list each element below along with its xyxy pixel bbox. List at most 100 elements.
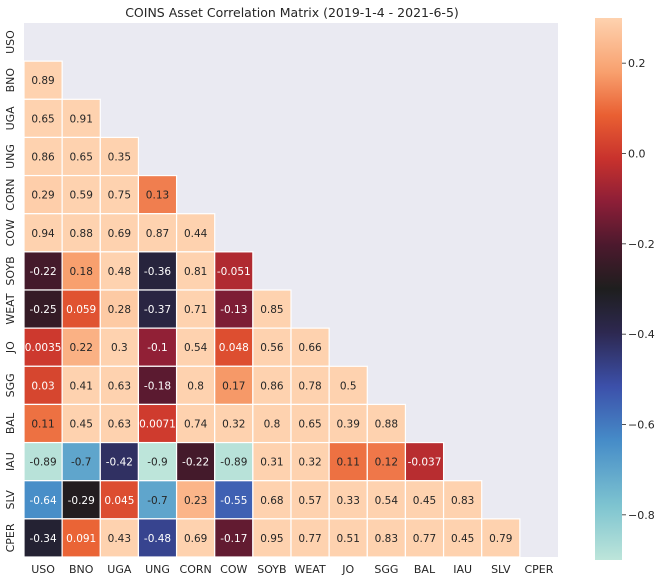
- cell-value-label: 0.048: [219, 342, 249, 354]
- cell-value-label: -0.25: [29, 304, 56, 316]
- heatmap-cell: [366, 480, 407, 520]
- cell-value-label: 0.11: [337, 457, 360, 469]
- cell-value-label: -0.89: [29, 457, 56, 469]
- cell-value-label: 0.44: [184, 228, 208, 240]
- heatmap-cell: [214, 403, 254, 444]
- heatmap-cell: [366, 441, 407, 482]
- heatmap-cell: [290, 327, 330, 367]
- heatmap-cell: [137, 441, 178, 482]
- heatmap-cell: [137, 403, 178, 444]
- cell-value-label: 0.65: [298, 419, 321, 431]
- heatmap-cell: [328, 441, 368, 482]
- y-tick-label: SOYB: [4, 256, 17, 285]
- y-tick-label: COW: [4, 219, 17, 246]
- cell-value-label: -0.34: [29, 533, 56, 545]
- y-tick-label: UNG: [4, 144, 17, 169]
- heatmap-cell: [290, 441, 330, 482]
- cell-value-label: 0.63: [108, 419, 131, 431]
- y-tick-label: USO: [4, 30, 17, 54]
- y-tick-label: BNO: [4, 68, 17, 93]
- cell-value-label: -0.29: [68, 495, 95, 507]
- cell-value-label: 0.8: [187, 380, 204, 392]
- x-tick-label: CORN: [180, 563, 212, 576]
- cell-value-label: 0.57: [298, 495, 321, 507]
- cell-value-label: 0.31: [260, 457, 283, 469]
- x-axis-ticks: USO BNO UGA UNG CORN COW SOYB WEAT JO SGG BAL IAU SL…: [31, 563, 554, 576]
- heatmap-cell: [137, 213, 178, 253]
- cell-value-label: -0.37: [144, 304, 171, 316]
- cell-value-label: 0.69: [108, 228, 131, 240]
- cell-value-label: 0.45: [70, 419, 93, 431]
- colorbar-tick-label: 0.2: [628, 57, 646, 70]
- heatmap-cell: [99, 174, 140, 215]
- heatmap-cell: [252, 365, 292, 406]
- cell-value-label: 0.091: [66, 533, 96, 545]
- cell-value-label: 0.85: [260, 304, 283, 316]
- heatmap-cell: [137, 289, 178, 329]
- heatmap-cell: [481, 518, 521, 558]
- cell-value-label: 0.69: [184, 533, 207, 545]
- cell-value-label: 0.77: [298, 533, 321, 545]
- heatmap-cell: [61, 518, 101, 558]
- x-tick-label: SGG: [374, 563, 398, 576]
- cell-value-label: 0.54: [375, 495, 399, 507]
- heatmap-cell: [61, 480, 101, 520]
- cell-value-label: 0.03: [31, 380, 54, 392]
- heatmap-cell: [175, 441, 216, 482]
- cell-value-label: -0.7: [147, 495, 168, 507]
- y-tick-label: BAL: [4, 412, 17, 434]
- heatmap-cell: [137, 251, 178, 291]
- x-tick-label: CPER: [524, 563, 553, 576]
- heatmap-cell: [23, 98, 63, 139]
- heatmap-cell: [442, 480, 483, 520]
- cell-value-label: 0.5: [340, 380, 357, 392]
- x-tick-label: USO: [31, 563, 55, 576]
- cell-value-label: -0.89: [220, 457, 247, 469]
- x-tick-label: IAU: [453, 563, 472, 576]
- heatmap-cell: [214, 251, 254, 291]
- cell-value-label: 0.39: [337, 419, 360, 431]
- cell-value-label: 0.11: [31, 419, 54, 431]
- cell-value-label: 0.88: [375, 419, 398, 431]
- cell-value-label: 0.45: [451, 533, 474, 545]
- cell-value-label: 0.32: [222, 419, 245, 431]
- cell-value-label: 0.18: [70, 266, 93, 278]
- cell-value-label: 0.059: [66, 304, 96, 316]
- cell-value-label: 0.29: [31, 190, 54, 202]
- heatmap-cell: [61, 289, 101, 329]
- colorbar-ticks: 0.2 0.0 −0.2 −0.4 −0.6 −0.8: [622, 57, 655, 522]
- heatmap-cell: [99, 518, 140, 558]
- heatmap-cell: [252, 518, 292, 558]
- heatmap-cell: [23, 251, 63, 291]
- cell-value-label: 0.23: [184, 495, 207, 507]
- cell-value-label: 0.12: [375, 457, 398, 469]
- cell-value-label: 0.83: [375, 533, 398, 545]
- x-tick-label: WEAT: [294, 563, 325, 576]
- cell-value-label: 0.48: [108, 266, 131, 278]
- cell-value-label: 0.3: [111, 342, 128, 354]
- heatmap-cell: [61, 213, 101, 253]
- cell-value-label: 0.77: [413, 533, 436, 545]
- cell-value-label: 0.045: [104, 495, 134, 507]
- cell-value-label: 0.43: [108, 533, 131, 545]
- heatmap-cell: [252, 289, 292, 329]
- cell-value-label: -0.13: [220, 304, 247, 316]
- heatmap-cell: [61, 251, 101, 291]
- cell-value-label: 0.87: [146, 228, 169, 240]
- x-tick-label: UNG: [145, 563, 170, 576]
- heatmap-cell: [214, 480, 254, 520]
- heatmap-cell-labels: 0.89 0.65 0.91 0.86 0.65 0.35 0.29 0.59 0.75 0.13…: [25, 75, 513, 545]
- heatmap-cells: [23, 60, 521, 558]
- cell-value-label: -0.48: [144, 533, 171, 545]
- heatmap-cell: [99, 403, 140, 444]
- cell-value-label: 0.83: [451, 495, 474, 507]
- cell-value-label: -0.18: [144, 380, 171, 392]
- heatmap-cell: [99, 289, 140, 329]
- colorbar-tick-label: −0.6: [628, 419, 655, 432]
- cell-value-label: 0.41: [70, 380, 93, 392]
- cell-value-label: 0.17: [222, 380, 245, 392]
- heatmap-cell: [99, 441, 140, 482]
- cell-value-label: 0.0035: [25, 342, 62, 354]
- cell-value-label: 0.59: [70, 190, 93, 202]
